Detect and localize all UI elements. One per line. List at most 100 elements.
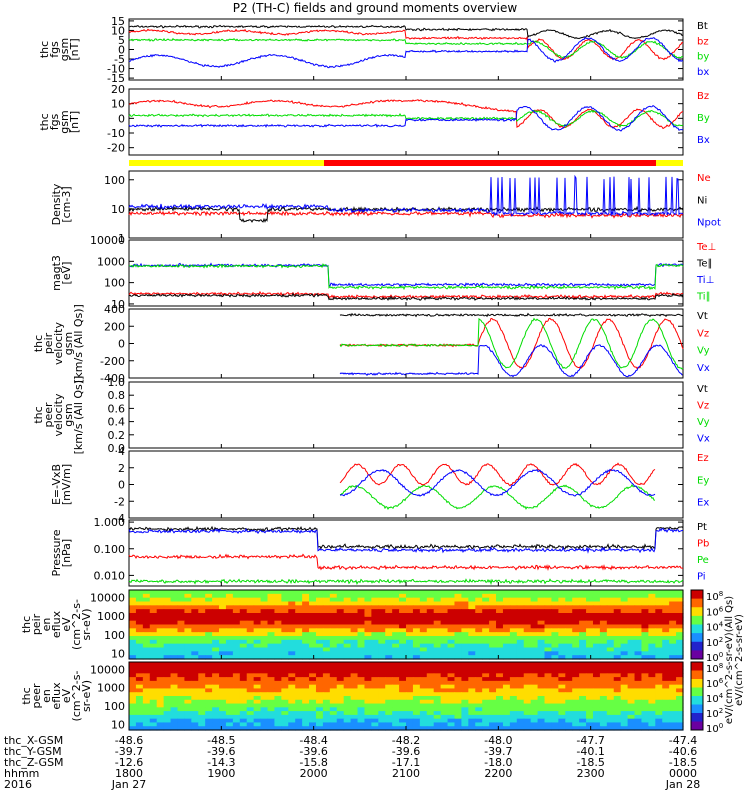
spectrogram-cell (489, 590, 497, 595)
spectrogram-cell (288, 624, 296, 629)
spectrogram-cell (489, 677, 497, 682)
spectrogram-cell (184, 684, 192, 690)
spectrogram-cell (592, 593, 601, 599)
spectrogram-cell (281, 684, 289, 690)
spectrogram-cell (454, 722, 462, 727)
spectrogram-cell (475, 597, 483, 603)
spectrogram-cell (399, 696, 407, 701)
spectrogram-cell (315, 699, 324, 705)
spectrogram-cell (468, 726, 476, 731)
spectrogram-cell (288, 688, 296, 693)
x-tick-value: -17.1 (392, 756, 420, 769)
spectrogram-cell (184, 590, 192, 595)
spectrogram-cell (530, 726, 539, 731)
spectrogram-cell (198, 669, 206, 674)
spectrogram-cell (253, 597, 262, 603)
spectrogram-cell (558, 597, 566, 603)
spectrogram-cell (419, 616, 428, 622)
spectrogram-cell (572, 673, 580, 678)
spectrogram-cell (447, 601, 456, 606)
spectrogram-cell (496, 680, 504, 686)
spectrogram-cell (558, 639, 566, 645)
spectrogram-cell (163, 726, 172, 731)
spectrogram-cell (309, 665, 317, 671)
spectrogram-cell (163, 643, 172, 649)
spectrogram-cell (537, 651, 546, 656)
spectrogram-cell (149, 692, 158, 697)
x-tick-value: -47.7 (576, 734, 604, 747)
spectrogram-cell (302, 699, 310, 705)
spectrogram-cell (232, 673, 241, 678)
spectrogram-cell (135, 688, 144, 693)
spectrogram-cell (205, 680, 213, 686)
spectrogram-cell (426, 703, 435, 708)
spectrogram-cell (212, 636, 220, 641)
spectrogram-cell (433, 624, 442, 629)
spectrogram-cell (329, 677, 338, 682)
spectrogram-cell (586, 696, 594, 701)
y-tick-label: 0 (118, 44, 125, 57)
spectrogram-cell (447, 680, 456, 686)
spectrogram-cell (253, 699, 262, 705)
spectrogram-cell (468, 669, 476, 674)
spectrogram-cell (163, 696, 172, 701)
spectrogram-cell (592, 677, 601, 682)
spectrogram-cell (198, 620, 206, 626)
spectrogram-cell (475, 609, 483, 614)
spectrogram-cell (468, 651, 476, 656)
spectrogram-cell (149, 609, 158, 614)
spectrogram-cell (163, 632, 172, 637)
spectrogram-cell (579, 636, 587, 641)
spectrogram-cell (537, 647, 546, 652)
spectrogram-cell (551, 684, 559, 690)
spectrogram-cell (433, 673, 442, 678)
spectrogram-cell (343, 711, 352, 716)
spectrogram-cell (295, 616, 303, 622)
spectrogram-cell (177, 662, 185, 667)
spectrogram-cell (613, 662, 622, 667)
spectrogram-cell (579, 680, 587, 686)
spectrogram-cell (502, 726, 511, 731)
spectrogram-cell (468, 655, 476, 660)
spectrogram-cell (281, 711, 289, 716)
spectrogram-cell (475, 590, 483, 595)
spectrogram-cell (669, 624, 677, 629)
spectrogram-cell (530, 692, 539, 697)
spectrogram-cell (406, 711, 414, 716)
spectrogram-cell (267, 639, 276, 645)
spectrogram-cell (530, 590, 539, 595)
spectrogram-cell (412, 616, 421, 622)
spectrogram-cell (156, 636, 165, 641)
spectrogram-cell (302, 673, 310, 678)
spectrogram-cell (516, 636, 525, 641)
spectrogram-cell (662, 647, 670, 652)
spectrogram-cell (537, 636, 546, 641)
spectrogram-cell (669, 711, 677, 716)
spectrogram-cell (419, 636, 428, 641)
spectrogram-cell (149, 628, 158, 633)
spectrogram-cell (440, 605, 449, 610)
colorbar-segment (691, 624, 703, 634)
spectrogram-cell (336, 726, 345, 731)
spectrogram-cell (509, 609, 518, 614)
spectrogram-cell (378, 692, 386, 697)
spectrogram-cell (655, 722, 663, 727)
spectrogram-cell (350, 707, 359, 712)
spectrogram-cell (281, 707, 289, 712)
colorbar-segment (691, 670, 703, 680)
spectrogram-cell (433, 677, 442, 682)
spectrogram-cell (641, 688, 649, 693)
spectrogram-cell (502, 597, 511, 603)
spectrogram-cell (426, 639, 435, 645)
spectrogram-cell (232, 688, 241, 693)
spectrogram-cell (572, 609, 580, 614)
spectrogram-cell (558, 632, 566, 637)
spectrogram-cell (343, 593, 352, 599)
spectrogram-cell (322, 703, 331, 708)
spectrogram-cell (343, 655, 352, 660)
spectrogram-cell (579, 639, 587, 645)
spectrogram-cell (260, 726, 269, 731)
spectrogram-cell (676, 593, 684, 599)
spectrogram-cell (184, 636, 192, 641)
spectrogram-cell (509, 669, 518, 674)
